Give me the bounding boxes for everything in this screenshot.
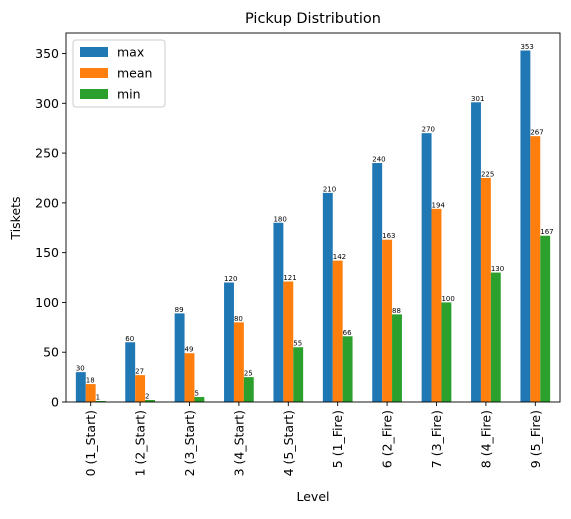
bar-mean-0	[85, 384, 96, 402]
data-label-max-2: 89	[175, 306, 184, 314]
data-label-max-8: 301	[471, 95, 484, 103]
data-label-min-1: 2	[145, 393, 149, 401]
bar-min-5	[342, 336, 353, 402]
bar-mean-8	[480, 177, 491, 402]
x-axis-label: Level	[297, 489, 330, 504]
data-label-max-0: 30	[76, 365, 85, 373]
bar-min-0	[95, 401, 106, 402]
data-label-max-9: 353	[520, 43, 533, 51]
bar-min-1	[145, 400, 155, 402]
x-tick-label-3: 3 (4_Start)	[231, 410, 246, 476]
bar-max-1	[125, 342, 136, 402]
x-tick-label-0: 0 (1_Start)	[83, 410, 98, 476]
data-label-max-1: 60	[125, 335, 134, 343]
data-label-mean-2: 49	[185, 346, 194, 354]
bar-mean-6	[382, 239, 393, 402]
bar-min-8	[490, 272, 501, 402]
legend-label-max: max	[117, 45, 144, 60]
data-label-min-6: 88	[392, 307, 401, 315]
chart-title: Pickup Distribution	[245, 11, 381, 27]
data-label-min-5: 66	[343, 329, 352, 337]
x-tick-label-4: 4 (5_Start)	[281, 410, 296, 476]
data-label-mean-6: 163	[382, 232, 395, 240]
y-tick-label-50: 50	[43, 345, 59, 360]
bar-mean-2	[184, 353, 195, 402]
bar-mean-7	[431, 208, 442, 402]
bar-mean-3	[233, 322, 244, 402]
data-label-mean-1: 27	[135, 368, 144, 376]
y-tick-label-150: 150	[35, 245, 59, 260]
bar-min-3	[243, 377, 254, 402]
legend: max mean min	[72, 39, 166, 108]
data-label-min-9: 167	[540, 228, 553, 236]
bar-max-5	[322, 192, 333, 402]
y-tick-label-0: 0	[51, 395, 59, 410]
bar-max-9	[520, 50, 531, 403]
bar-max-0	[75, 372, 86, 402]
bar-min-9	[540, 235, 551, 402]
bar-max-6	[372, 163, 383, 402]
data-label-min-8: 130	[491, 265, 504, 273]
legend-label-mean: mean	[117, 66, 152, 81]
bar-mean-1	[135, 375, 146, 402]
x-tick-label-5: 5 (1_Fire)	[330, 410, 345, 468]
bar-mean-9	[530, 136, 541, 402]
x-tick-label-2: 2 (3_Start)	[182, 410, 197, 476]
data-label-mean-0: 18	[86, 377, 95, 385]
data-label-min-4: 55	[293, 340, 302, 348]
data-label-min-0: 1	[96, 394, 100, 402]
y-axis-label: Tiskets	[8, 196, 23, 240]
bar-max-2	[174, 313, 185, 402]
bar-max-4	[273, 222, 284, 402]
data-label-max-5: 210	[323, 185, 336, 193]
plot-area: 3060891201802102402703013531827498012114…	[35, 32, 561, 476]
bar-mean-5	[332, 260, 343, 402]
data-label-mean-8: 225	[481, 170, 494, 178]
data-label-max-6: 240	[372, 156, 385, 164]
data-label-max-7: 270	[422, 126, 435, 134]
bar-min-7	[441, 302, 452, 402]
legend-label-min: min	[117, 87, 141, 102]
y-tick-label-200: 200	[35, 195, 59, 210]
bar-max-3	[224, 282, 234, 402]
bar-min-2	[194, 397, 205, 402]
data-label-max-3: 120	[224, 275, 237, 283]
data-label-min-2: 5	[194, 390, 198, 398]
data-label-mean-5: 142	[333, 253, 346, 261]
x-tick-label-9: 9 (5_Fire)	[528, 410, 543, 468]
y-tick-label-350: 350	[35, 46, 59, 61]
bar-max-7	[421, 133, 432, 403]
data-label-max-4: 180	[273, 215, 286, 223]
data-label-mean-3: 80	[234, 315, 243, 323]
data-label-mean-4: 121	[283, 274, 296, 282]
y-tick-label-250: 250	[35, 146, 59, 161]
x-tick-label-1: 1 (2_Start)	[133, 410, 148, 476]
plot-frame	[65, 32, 561, 403]
x-tick-label-8: 8 (4_Fire)	[478, 410, 493, 468]
x-tick-label-7: 7 (3_Fire)	[429, 410, 444, 468]
legend-swatch-max	[80, 47, 108, 57]
data-label-mean-9: 267	[530, 129, 543, 137]
bar-min-6	[392, 314, 402, 402]
y-tick-label-100: 100	[35, 295, 59, 310]
data-label-min-7: 100	[441, 295, 454, 303]
bar-min-4	[293, 347, 304, 402]
bar-max-8	[471, 102, 481, 403]
legend-swatch-mean	[80, 68, 108, 78]
y-tick-label-300: 300	[35, 96, 59, 111]
data-label-min-3: 25	[244, 370, 253, 378]
bar-mean-4	[283, 281, 294, 402]
data-label-mean-7: 194	[432, 201, 446, 209]
legend-swatch-min	[80, 89, 108, 99]
x-tick-label-6: 6 (2_Fire)	[380, 410, 395, 468]
